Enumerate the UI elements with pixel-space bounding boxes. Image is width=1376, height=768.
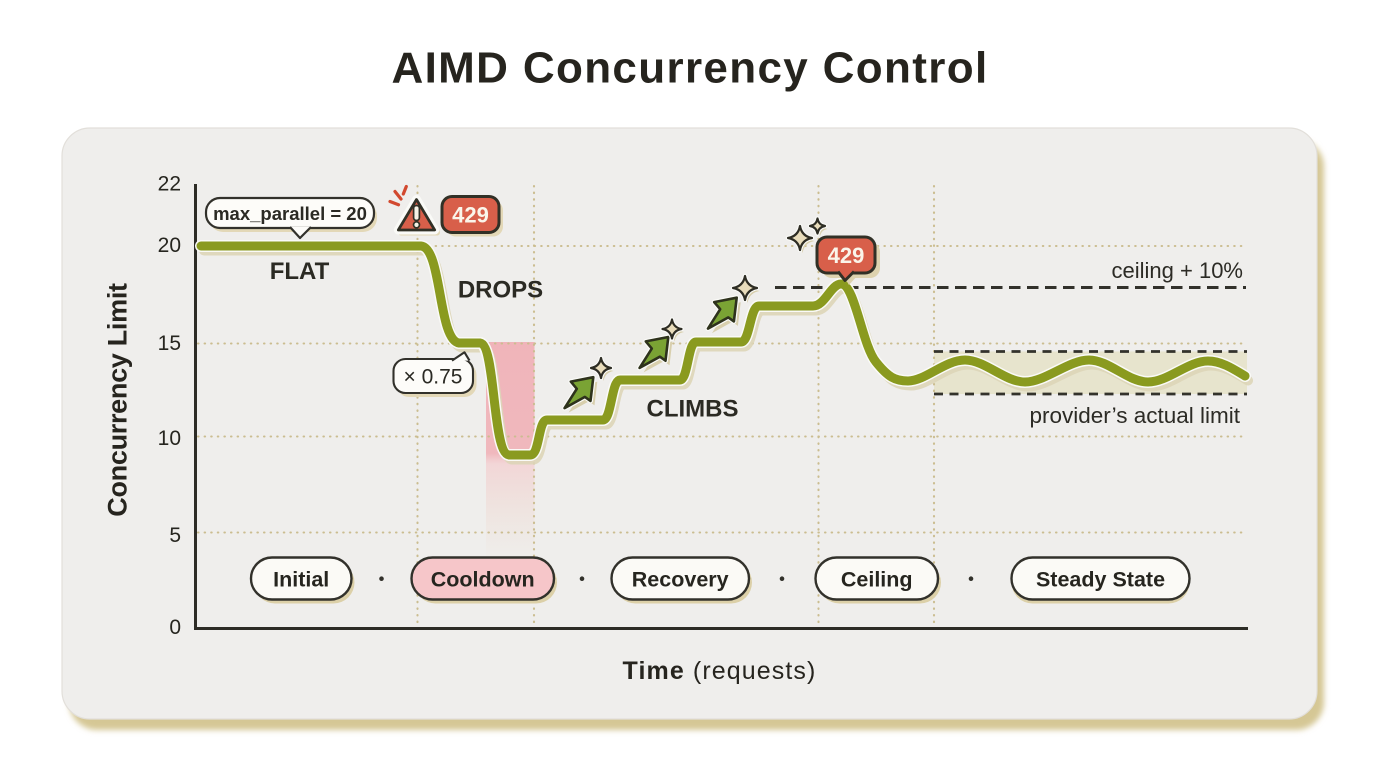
svg-text:429: 429 [828,243,865,268]
svg-text:22: 22 [158,173,181,196]
svg-text:DROPS: DROPS [458,277,543,304]
svg-text:ceiling + 10%: ceiling + 10% [1112,258,1243,283]
svg-text:15: 15 [158,332,181,355]
svg-text:Steady State: Steady State [1036,568,1165,592]
svg-text:Initial: Initial [273,568,329,592]
svg-text:Concurrency Limit: Concurrency Limit [103,283,133,517]
svg-text:Recovery: Recovery [632,568,729,592]
svg-text:provider’s actual limit: provider’s actual limit [1030,403,1241,428]
svg-text:Time (requests): Time (requests) [623,657,817,685]
svg-text:429: 429 [452,203,489,228]
svg-text:0: 0 [169,616,181,639]
svg-text:× 0.75: × 0.75 [404,366,463,389]
svg-text:Cooldown: Cooldown [431,568,535,592]
svg-text:5: 5 [169,524,181,547]
svg-text:10: 10 [158,427,181,450]
svg-text:FLAT: FLAT [270,258,330,285]
svg-text:CLIMBS: CLIMBS [647,396,739,423]
svg-text:AIMD Concurrency Control: AIMD Concurrency Control [391,44,988,93]
svg-text:max_parallel = 20: max_parallel = 20 [213,203,367,224]
svg-text:Ceiling: Ceiling [841,568,913,592]
svg-text:20: 20 [158,234,181,257]
